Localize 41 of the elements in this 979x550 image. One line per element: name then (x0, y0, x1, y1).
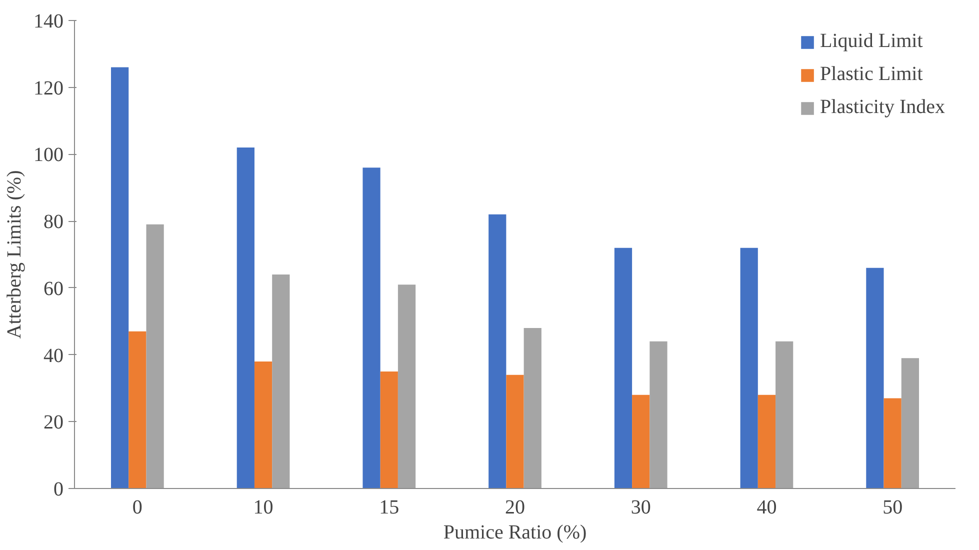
bar (380, 372, 398, 488)
x-tick-label: 0 (132, 496, 142, 518)
bar (362, 168, 380, 488)
bar (524, 328, 542, 488)
x-tick-label: 50 (882, 496, 903, 518)
bar (866, 268, 884, 488)
bar (272, 274, 290, 488)
y-axis-title: Atterberg Limits (%) (4, 170, 26, 339)
x-tick-label: 20 (505, 496, 525, 518)
bar (488, 214, 506, 488)
bar (506, 374, 524, 488)
bar (614, 248, 632, 488)
bar (398, 284, 416, 488)
y-tick-label: 0 (54, 478, 64, 500)
y-tick-label: 40 (44, 344, 64, 367)
bar (254, 361, 272, 488)
bar (632, 394, 650, 488)
legend-label: Plastic Limit (820, 63, 923, 86)
legend-label: Liquid Limit (820, 30, 923, 53)
y-tick-label: 60 (44, 278, 64, 300)
y-tick-label: 100 (34, 144, 64, 166)
y-tick-label: 140 (34, 10, 64, 32)
bar (236, 148, 254, 488)
x-axis-title: Pumice Ratio (%) (443, 522, 587, 544)
bar (111, 67, 129, 488)
legend-label: Plasticity Index (820, 96, 945, 119)
y-tick-label: 80 (44, 211, 64, 234)
bar (884, 398, 902, 488)
x-tick-label: 30 (630, 496, 651, 518)
x-tick-label: 10 (253, 496, 274, 518)
bar (128, 331, 146, 488)
x-tick-label: 15 (379, 496, 400, 518)
bar (740, 248, 758, 488)
bar (758, 394, 776, 488)
bar (901, 358, 919, 488)
y-tick-label: 120 (34, 77, 64, 100)
y-tick-label: 20 (44, 412, 64, 434)
bar (146, 224, 164, 488)
bar (650, 341, 668, 488)
bar (776, 341, 794, 488)
x-tick-label: 40 (756, 496, 777, 518)
